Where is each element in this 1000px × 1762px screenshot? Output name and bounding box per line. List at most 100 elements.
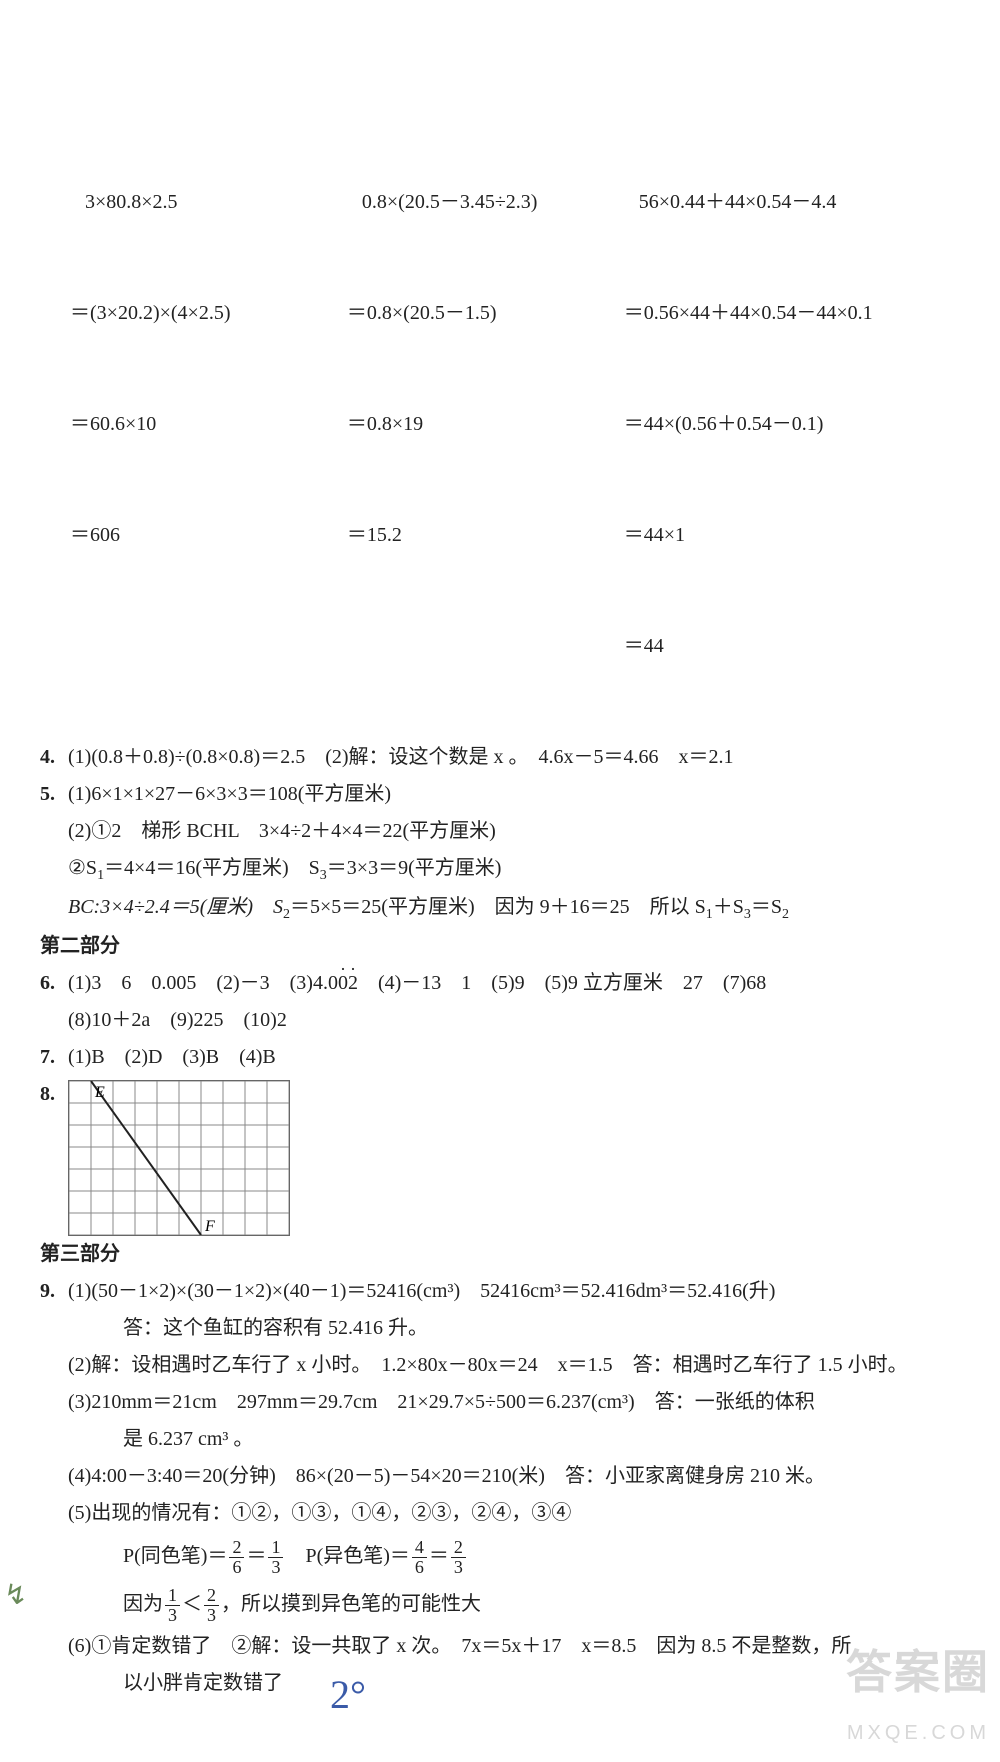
calc-line: ＝0.56×44＋44×0.54－44×0.1 <box>624 295 960 332</box>
txt: 因为 <box>123 1593 163 1615</box>
q6-line: (8)10＋2a (9)225 (10)2 <box>68 1002 960 1039</box>
numer: 2 <box>451 1538 466 1558</box>
txt: ，所以摸到异色笔的可能性大 <box>221 1593 481 1615</box>
fraction: 46 <box>412 1538 427 1577</box>
q9-line: (2)解：设相遇时乙车行了 x 小时。 1.2×80x－80x＝24 x＝1.5… <box>68 1347 960 1384</box>
numer: 1 <box>268 1538 283 1558</box>
fraction: 23 <box>451 1538 466 1577</box>
calc-line: 3×80.8×2.5 <box>70 184 347 221</box>
watermark-small: MXQE.COM <box>846 1715 990 1752</box>
qbody: (1)(0.8＋0.8)÷(0.8×0.8)＝2.5 (2)解：设这个数是 x … <box>68 739 960 776</box>
txt: P(同色笔)＝ <box>123 1545 227 1567</box>
qbody: (1)B (2)D (3)B (4)B <box>68 1039 960 1076</box>
q9-line: 以小胖肯定数错了 <box>123 1665 960 1702</box>
denom: 3 <box>165 1606 180 1625</box>
qbody: (1)(50－1×2)×(30－1×2)×(40－1)＝52416(cm³) 5… <box>68 1273 960 1702</box>
denom: 6 <box>229 1558 244 1577</box>
txt: ＜ <box>182 1593 202 1615</box>
calc-line: ＝60.6×10 <box>70 406 347 443</box>
fraction: 13 <box>165 1586 180 1625</box>
watermark: 答案圈 MXQE.COM <box>846 1630 990 1752</box>
recurring-0: 0 <box>338 965 348 1002</box>
calc-line: ＝44 <box>624 628 960 665</box>
grid-figure: EF <box>68 1080 290 1236</box>
handwritten-doodle: 2° <box>330 1658 366 1732</box>
calc-line: ＝0.8×19 <box>347 406 624 443</box>
calc-line: ＝(3×20.2)×(4×2.5) <box>70 295 347 332</box>
numer: 2 <box>204 1586 219 1606</box>
subscript: 3 <box>744 907 751 922</box>
txt: ②S <box>68 857 97 879</box>
numer: 1 <box>165 1586 180 1606</box>
q9-line: (1)(50－1×2)×(30－1×2)×(40－1)＝52416(cm³) 5… <box>68 1273 960 1310</box>
qbody: (1)3 6 0.005 (2)－3 (3)4.002 (4)－13 1 (5)… <box>68 965 960 1039</box>
txt: ＝5×5＝25(平方厘米) 因为 9＋16＝25 所以 S <box>290 896 706 918</box>
q9-line: 是 6.237 cm³ 。 <box>123 1421 960 1458</box>
question-5: 5. (1)6×1×1×27－6×3×3＝108(平方厘米) (2)①2 梯形 … <box>40 776 960 928</box>
numer: 2 <box>229 1538 244 1558</box>
q9-line: (4)4:00－3:40＝20(分钟) 86×(20－5)－54×20＝210(… <box>68 1458 960 1495</box>
calc-line: ＝44×(0.56＋0.54－0.1) <box>624 406 960 443</box>
q5-line: BC:3×4÷2.4＝5(厘米) S2＝5×5＝25(平方厘米) 因为 9＋16… <box>68 889 960 928</box>
txt: ＝3×3＝9(平方厘米) <box>327 857 502 879</box>
qbody: (1)6×1×1×27－6×3×3＝108(平方厘米) (2)①2 梯形 BCH… <box>68 776 960 928</box>
subscript: 3 <box>320 868 327 883</box>
txt: (1)3 6 0.005 (2)－3 (3)4.0 <box>68 972 338 994</box>
txt: ＝ <box>246 1545 266 1567</box>
q9-line: P(同色笔)＝26＝13 P(异色笔)＝46＝23 <box>123 1532 960 1580</box>
watermark-big: 答案圈 <box>846 1630 990 1715</box>
qnum: 8. <box>40 1076 68 1113</box>
q4-text: (1)(0.8＋0.8)÷(0.8×0.8)＝2.5 (2)解：设这个数是 x … <box>68 746 734 768</box>
txt: (4)－13 1 (5)9 (5)9 立方厘米 27 (7)68 <box>358 972 766 994</box>
q5-line: ②S1＝4×4＝16(平方厘米) S3＝3×3＝9(平方厘米) <box>68 850 960 889</box>
subscript: 1 <box>97 868 104 883</box>
q5-line: (1)6×1×1×27－6×3×3＝108(平方厘米) <box>68 776 960 813</box>
qnum: 9. <box>40 1273 68 1310</box>
q9-line: (6)①肯定数错了 ②解：设一共取了 x 次。 7x＝5x＋17 x＝8.5 因… <box>68 1628 960 1665</box>
corner-mark: ↯ <box>4 1570 27 1622</box>
subscript: 1 <box>706 907 713 922</box>
svg-text:F: F <box>204 1218 215 1235</box>
qnum: 4. <box>40 739 68 776</box>
qnum: 6. <box>40 965 68 1002</box>
denom: 3 <box>268 1558 283 1577</box>
calc-block: 3×80.8×2.5 ＝(3×20.2)×(4×2.5) ＝60.6×10 ＝6… <box>70 110 960 739</box>
txt: ＝4×4＝16(平方厘米) S <box>104 857 320 879</box>
calc-col-1: 3×80.8×2.5 ＝(3×20.2)×(4×2.5) ＝60.6×10 ＝6… <box>70 110 347 739</box>
qnum: 5. <box>40 776 68 813</box>
question-4: 4. (1)(0.8＋0.8)÷(0.8×0.8)＝2.5 (2)解：设这个数是… <box>40 739 960 776</box>
calc-line: ＝0.8×(20.5－1.5) <box>347 295 624 332</box>
fraction: 26 <box>229 1538 244 1577</box>
txt: ＝ <box>429 1545 449 1567</box>
question-7: 7. (1)B (2)D (3)B (4)B <box>40 1039 960 1076</box>
question-8: 8. EF <box>40 1076 960 1236</box>
q6-line: (1)3 6 0.005 (2)－3 (3)4.002 (4)－13 1 (5)… <box>68 965 960 1002</box>
question-6: 6. (1)3 6 0.005 (2)－3 (3)4.002 (4)－13 1 … <box>40 965 960 1039</box>
qnum: 7. <box>40 1039 68 1076</box>
section-3-heading: 第三部分 <box>40 1236 960 1273</box>
fraction: 13 <box>268 1538 283 1577</box>
calc-line: 0.8×(20.5－3.45÷2.3) <box>347 184 624 221</box>
question-9: 9. (1)(50－1×2)×(30－1×2)×(40－1)＝52416(cm³… <box>40 1273 960 1702</box>
q9-line: (5)出现的情况有：①②，①③，①④，②③，②④，③④ <box>68 1495 960 1532</box>
txt: BC:3×4÷2.4＝5(厘米) S <box>68 896 283 918</box>
q9-line: (3)210mm＝21cm 297mm＝29.7cm 21×29.7×5÷500… <box>68 1384 960 1421</box>
denom: 3 <box>204 1606 219 1625</box>
txt: ＋S <box>713 896 744 918</box>
calc-line: 56×0.44＋44×0.54－4.4 <box>624 184 960 221</box>
denom: 6 <box>412 1558 427 1577</box>
calc-col-3: 56×0.44＋44×0.54－4.4 ＝0.56×44＋44×0.54－44×… <box>624 110 960 739</box>
calc-line: ＝606 <box>70 517 347 554</box>
calc-col-2: 0.8×(20.5－3.45÷2.3) ＝0.8×(20.5－1.5) ＝0.8… <box>347 110 624 739</box>
fraction: 23 <box>204 1586 219 1625</box>
subscript: 2 <box>782 907 789 922</box>
txt: ＝S <box>751 896 782 918</box>
q9-line: 因为13＜23，所以摸到异色笔的可能性大 <box>123 1580 960 1628</box>
calc-line: ＝15.2 <box>347 517 624 554</box>
numer: 4 <box>412 1538 427 1558</box>
svg-text:E: E <box>94 1084 105 1101</box>
denom: 3 <box>451 1558 466 1577</box>
recurring-2: 2 <box>348 965 358 1002</box>
q9-line: 答：这个鱼缸的容积有 52.416 升。 <box>123 1310 960 1347</box>
subscript: 2 <box>283 907 290 922</box>
